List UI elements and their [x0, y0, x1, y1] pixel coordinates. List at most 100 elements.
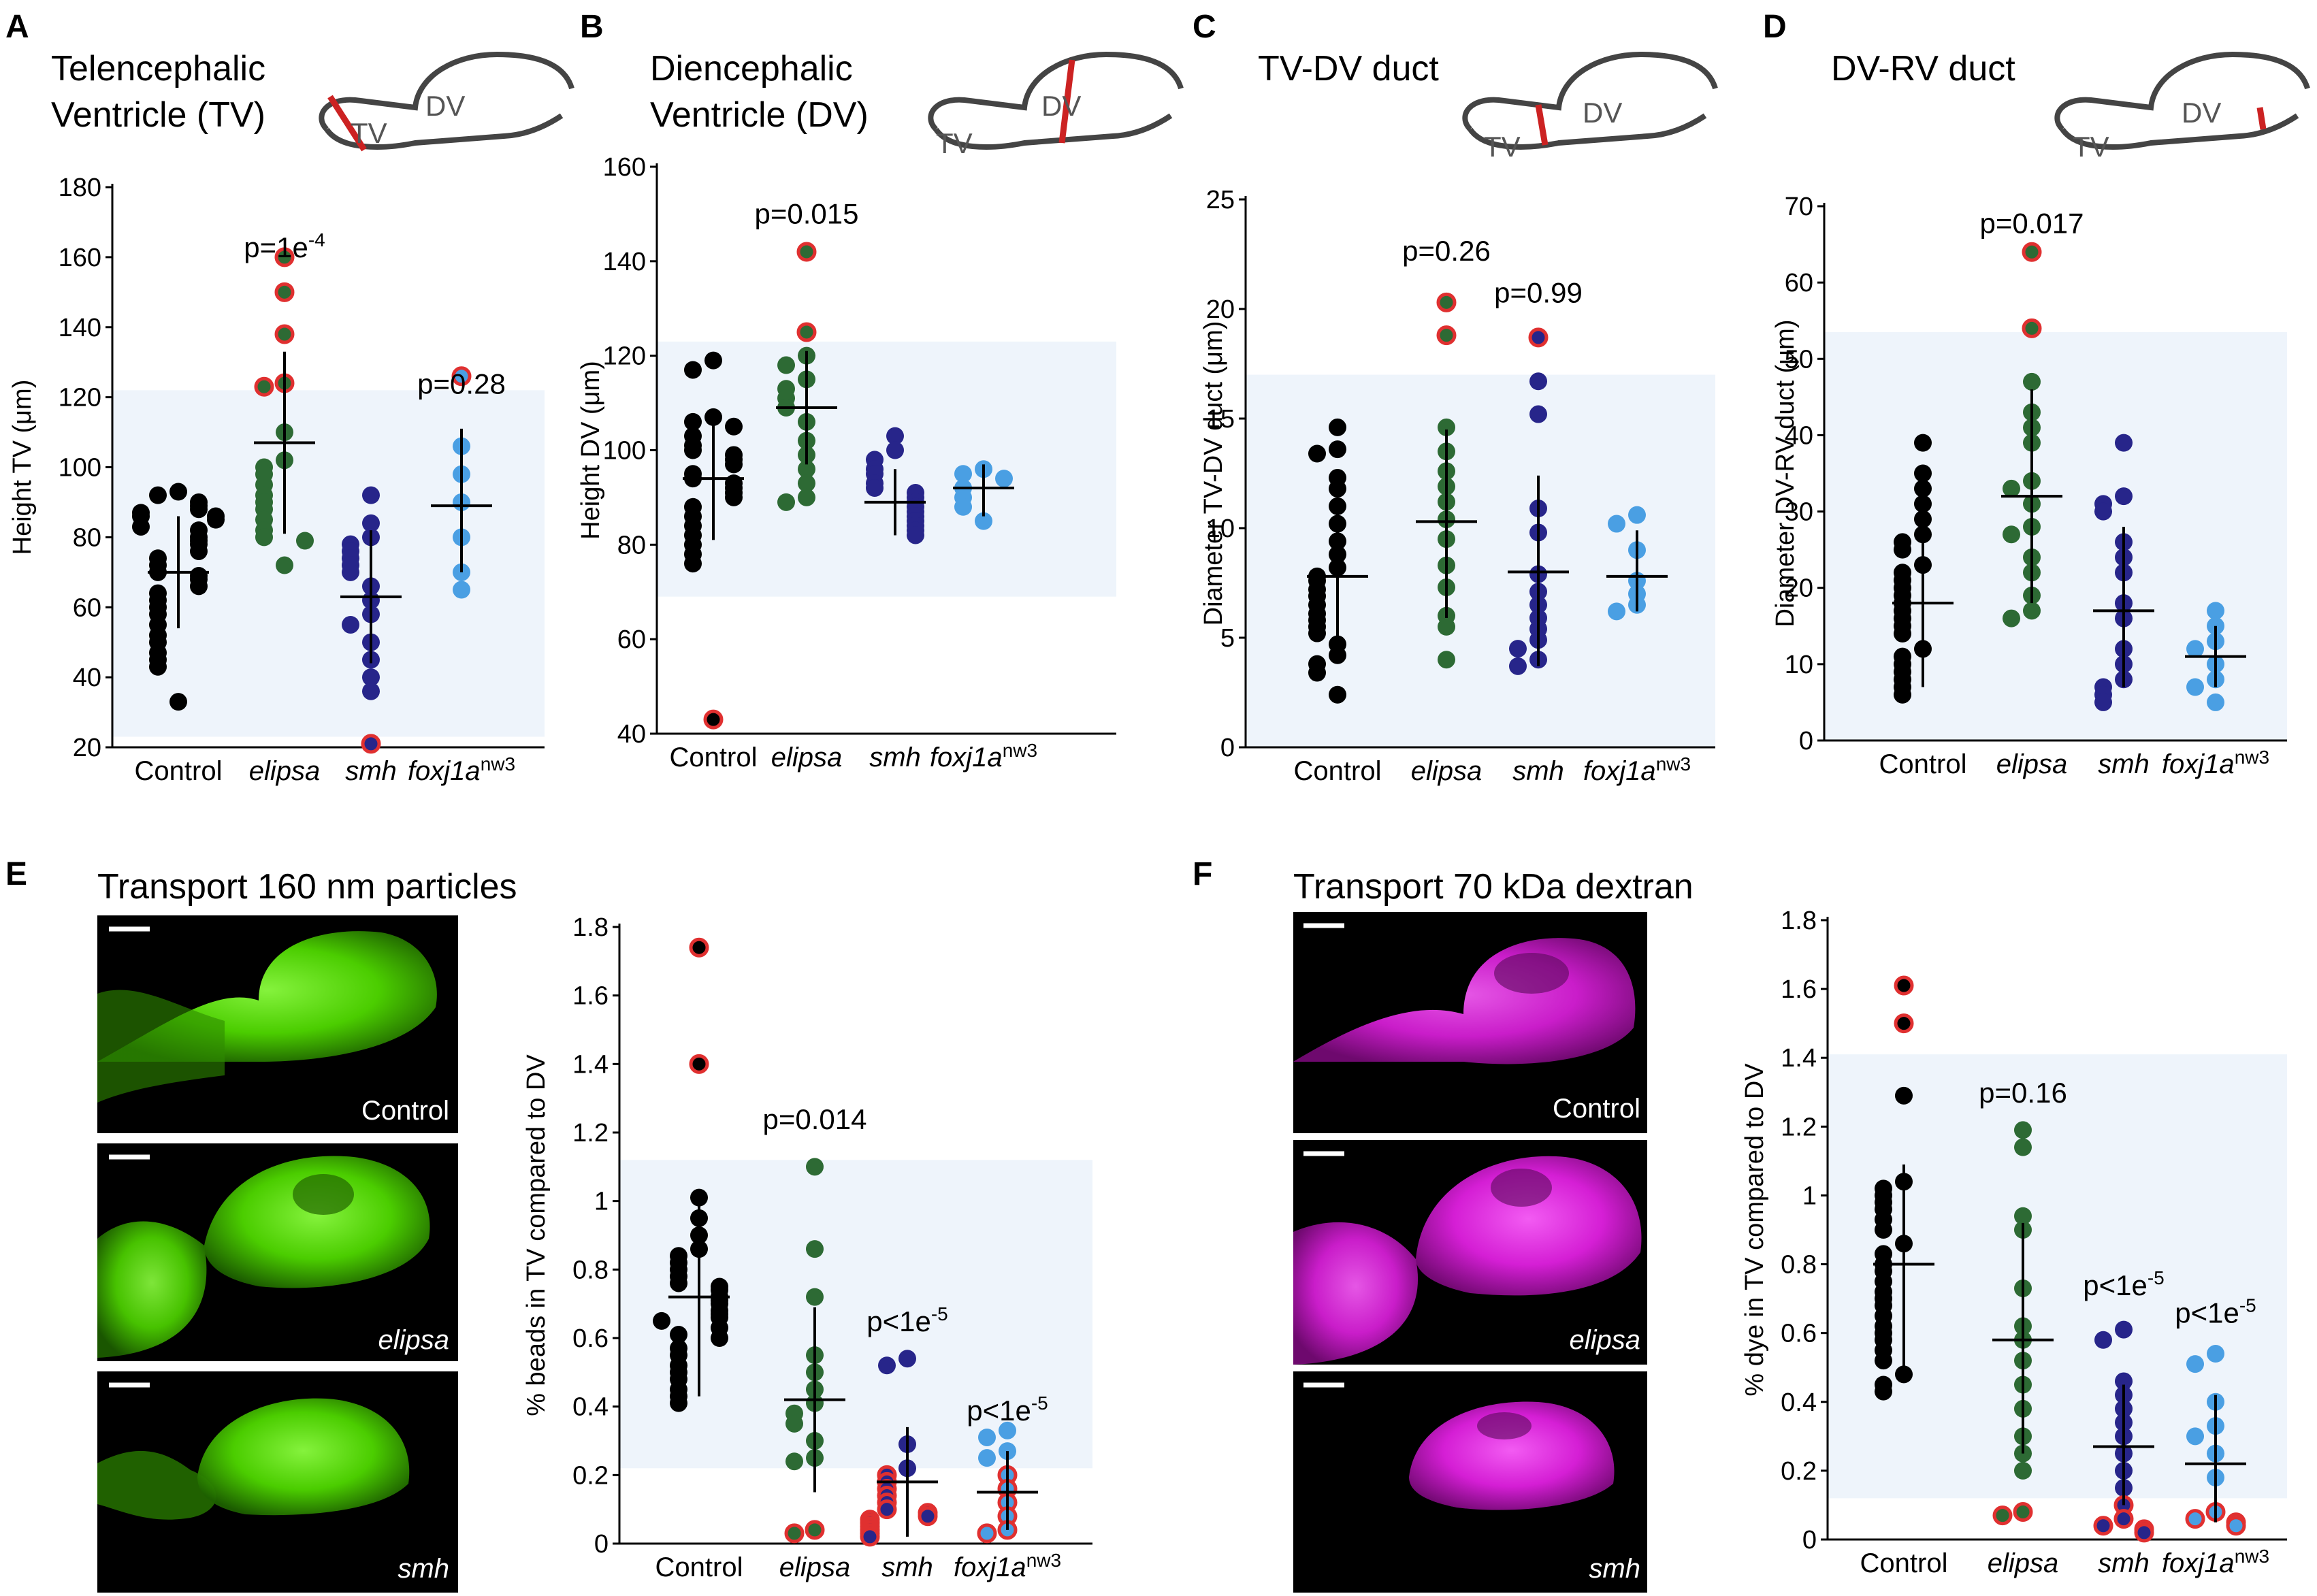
data-point [207, 510, 225, 529]
panel-letter-B: B [580, 9, 604, 45]
x-category-label: Control [1860, 1548, 1948, 1578]
y-tick-label: 1.8 [572, 913, 609, 942]
schematic-C-tv: TV [1484, 131, 1521, 163]
outlier-point [784, 1523, 805, 1544]
y-tick-label: 1 [1802, 1182, 1817, 1210]
p-value-label: p<1e-5 [967, 1393, 1048, 1427]
y-tick-label: 1 [594, 1188, 609, 1216]
data-point [2094, 693, 2112, 711]
data-point [149, 657, 167, 676]
data-point [1875, 1352, 1892, 1370]
outlier-point [1436, 325, 1457, 346]
data-point [999, 1421, 1016, 1439]
data-point [2186, 640, 2204, 658]
data-point [2014, 1461, 2032, 1480]
image-E-elipsa-label: elipsa [378, 1325, 449, 1355]
data-point [1329, 440, 1346, 459]
image-E-elipsa: elipsa [97, 1143, 458, 1361]
data-point [1914, 495, 1932, 513]
data-point [296, 532, 314, 550]
outlier-point [2134, 1522, 2154, 1543]
data-point [670, 1274, 687, 1292]
outlier-point [2226, 1516, 2246, 1536]
data-point [1329, 480, 1346, 498]
x-category-label: smh [1512, 756, 1564, 786]
data-point [1329, 418, 1346, 436]
x-category-label: smh [2098, 749, 2150, 779]
outlier-point [1992, 1505, 2013, 1526]
schematic-A-cut [327, 95, 367, 152]
image-E-smh-label: smh [398, 1554, 449, 1584]
micrographs-F: Control elipsa smh [1293, 912, 1647, 1593]
schematic-B-cut [1058, 59, 1075, 144]
data-point [2207, 1345, 2224, 1363]
panel-F-header: F Transport 70 kDa dextran [1193, 856, 1694, 907]
y-tick-label: 140 [59, 314, 101, 342]
image-E-control-label: Control [361, 1096, 449, 1126]
data-point [1308, 664, 1326, 682]
x-category-label: elipsa [1988, 1548, 2059, 1578]
y-tick-label: 1.8 [1781, 907, 1817, 935]
data-point [2014, 1121, 2032, 1139]
panel-B-title-2: Ventricle (DV) [650, 95, 869, 135]
data-point [898, 1350, 916, 1368]
y-tick-label: 0.4 [572, 1393, 609, 1422]
y-tick-label: 60 [617, 625, 646, 654]
y-tick-label: 1.6 [572, 982, 609, 1011]
schematic-B-tv: TV [936, 127, 973, 159]
x-category-label: foxj1anw3 [954, 1550, 1061, 1582]
y-tick-label: 40 [617, 720, 646, 749]
data-point [1308, 624, 1326, 642]
x-category-label: Control [1879, 749, 1967, 779]
outlier-point [796, 322, 817, 342]
p-value-label: p=0.015 [755, 197, 859, 229]
y-tick-label: 1.4 [572, 1050, 609, 1079]
data-point [2115, 434, 2133, 452]
data-point [785, 1452, 803, 1471]
x-category-label: elipsa [249, 756, 321, 786]
panel-D-header: D DV-RV duct [1763, 9, 2015, 88]
y-tick-label: 60 [1785, 269, 1813, 297]
data-point [2003, 479, 2020, 498]
data-point [777, 493, 795, 511]
outlier-point [918, 1506, 938, 1527]
y-tick-label: 100 [603, 437, 646, 466]
y-tick-label: 60 [73, 593, 101, 622]
y-tick-label: 20 [1206, 295, 1235, 324]
y-tick-label: 25 [1206, 186, 1235, 214]
p-value-label: p=0.26 [1402, 235, 1491, 267]
data-point [1308, 444, 1326, 463]
chart-B: 40 60 80 100 120 140 160 Height DV (μm) Control e… [577, 153, 1116, 772]
data-point [954, 465, 972, 483]
image-F-elipsa: elipsa [1293, 1140, 1647, 1365]
p-value-label: p=0.99 [1494, 276, 1583, 308]
x-category-label: smh [2098, 1548, 2150, 1578]
outlier-point [877, 1499, 897, 1520]
y-tick-label: 1.2 [1781, 1113, 1817, 1141]
data-point [342, 563, 359, 581]
y-tick-label: 1.2 [572, 1119, 609, 1147]
data-point [1608, 602, 1625, 621]
panel-letter-D: D [1763, 9, 1787, 45]
outlier-point [2093, 1516, 2113, 1536]
y-tick-label: 10 [1206, 515, 1235, 543]
x-category-label: foxj1anw3 [408, 753, 515, 786]
schematic-B: TV DV [928, 51, 1184, 159]
x-category-label: Control [670, 743, 758, 772]
data-point [149, 486, 167, 504]
micrographs-E: Control elipsa smh [97, 915, 458, 1593]
y-tick-label: 0.6 [1781, 1320, 1817, 1348]
data-point [798, 460, 815, 478]
data-point [806, 1240, 824, 1258]
outlier-point [1894, 975, 1914, 996]
data-point [725, 455, 743, 474]
y-tick-label: 1.6 [1781, 975, 1817, 1004]
data-point [907, 526, 924, 544]
normal-range-band [657, 341, 1116, 597]
data-point [684, 412, 702, 431]
outlier-point [2113, 1509, 2134, 1529]
data-point [1914, 464, 1932, 483]
schematic-D-dv: DV [2182, 97, 2221, 129]
data-point [169, 693, 187, 711]
outlier-point [2022, 242, 2042, 262]
